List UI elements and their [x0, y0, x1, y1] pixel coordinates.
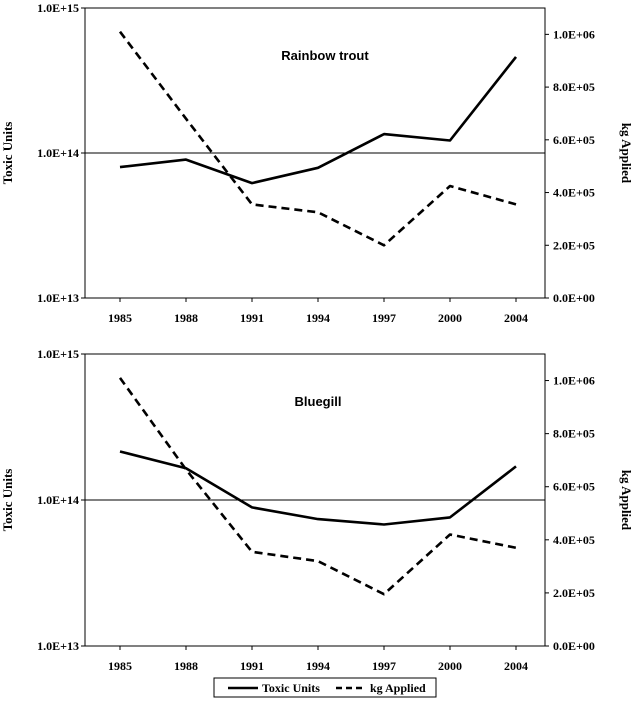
series-line-toxic-units [119, 450, 517, 526]
legend-toxic-units-label: Toxic Units [262, 681, 320, 695]
x-axis-tick-label: 2000 [438, 659, 462, 673]
right-axis-tick-label: 2.0E+05 [553, 238, 595, 252]
chart-panel-0: 1.0E+13 1.0E+14 1.0E+15 0.0E+00 2.0E+05 4.0E+… [0, 1, 633, 325]
right-axis-tick-label: 0.0E+00 [553, 291, 595, 305]
x-axis-tick-label: 1994 [306, 311, 330, 325]
legend: Toxic Units kg Applied [213, 677, 437, 698]
left-axis-tick-label: 1.0E+13 [37, 639, 79, 653]
panel-title: Bluegill [295, 394, 342, 409]
right-axis-tick-label: 1.0E+06 [553, 27, 595, 41]
right-axis-tick-label: 4.0E+05 [553, 186, 595, 200]
panel-title: Rainbow trout [281, 48, 369, 63]
right-axis-tick-label: 6.0E+05 [553, 480, 595, 494]
x-axis-tick-label: 2004 [504, 311, 528, 325]
x-axis-tick-label: 2004 [504, 659, 528, 673]
x-axis-tick-label: 1997 [372, 311, 396, 325]
series-line-toxic-units [119, 56, 518, 185]
right-axis-tick-label: 2.0E+05 [553, 586, 595, 600]
right-axis-tick-label: 8.0E+05 [553, 427, 595, 441]
x-axis-tick-label: 1988 [174, 311, 198, 325]
legend-kg-applied-label: kg Applied [370, 681, 426, 695]
left-axis-tick-label: 1.0E+15 [37, 1, 79, 15]
right-axis-title: kg Applied [619, 123, 633, 184]
series-line-kg-applied [118, 30, 517, 247]
left-axis-tick-label: 1.0E+14 [37, 493, 79, 507]
left-axis-title: Toxic Units [0, 469, 15, 532]
x-axis-tick-label: 1991 [240, 659, 264, 673]
right-axis-tick-label: 1.0E+06 [553, 374, 595, 388]
x-axis-tick-label: 1985 [108, 311, 132, 325]
right-axis-tick-label: 0.0E+00 [553, 639, 595, 653]
x-axis-tick-label: 1988 [174, 659, 198, 673]
left-axis-tick-label: 1.0E+14 [37, 146, 79, 160]
right-axis-tick-label: 4.0E+05 [553, 533, 595, 547]
left-axis-tick-label: 1.0E+13 [37, 291, 79, 305]
x-axis-tick-label: 1994 [306, 659, 330, 673]
chart-panel-1: 1.0E+13 1.0E+14 1.0E+15 0.0E+00 2.0E+05 4.0E+… [0, 347, 633, 673]
right-axis-tick-label: 6.0E+05 [553, 133, 595, 147]
right-axis-title: kg Applied [619, 470, 633, 531]
x-axis-tick-label: 1985 [108, 659, 132, 673]
x-axis-tick-label: 1991 [240, 311, 264, 325]
legend-box [213, 677, 437, 698]
x-axis-tick-label: 1997 [372, 659, 396, 673]
left-axis-title: Toxic Units [0, 122, 15, 185]
right-axis-tick-label: 8.0E+05 [553, 80, 595, 94]
x-axis-tick-label: 2000 [438, 311, 462, 325]
series-line-kg-applied [118, 377, 517, 596]
left-axis-tick-label: 1.0E+15 [37, 347, 79, 361]
